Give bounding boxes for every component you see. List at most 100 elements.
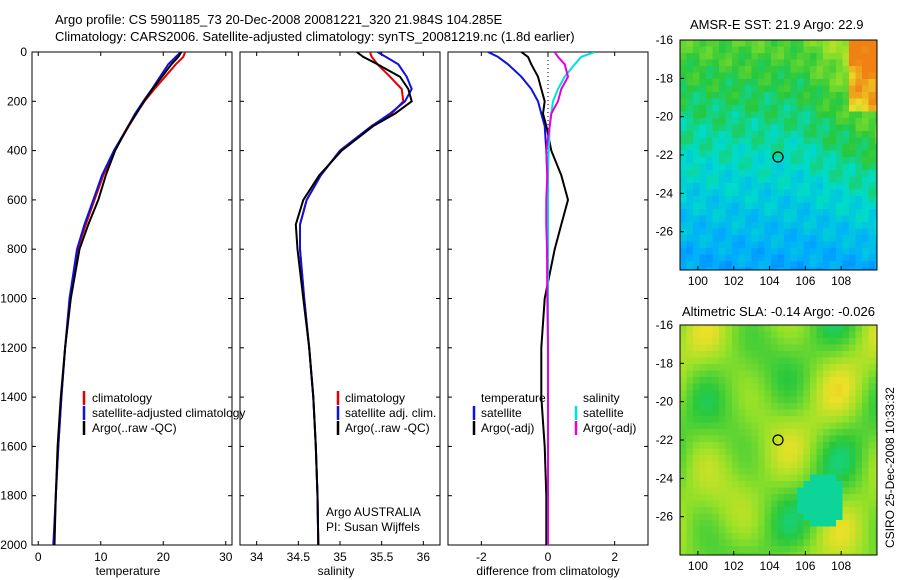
heatmap-cell — [758, 209, 765, 216]
heatmap-cell — [855, 46, 862, 53]
x-tick-label: 0 — [545, 550, 552, 564]
heatmap-cell — [680, 383, 687, 390]
heatmap-cell — [855, 455, 862, 462]
heatmap-cell — [706, 403, 713, 410]
heatmap-cell — [823, 461, 830, 468]
heatmap-cell — [771, 111, 778, 118]
heatmap-cell — [862, 357, 869, 364]
heatmap-cell — [862, 533, 869, 540]
heatmap-cell — [732, 422, 739, 429]
heatmap-cell — [771, 494, 778, 501]
heatmap-cell — [751, 474, 758, 481]
heatmap-cell — [725, 241, 732, 248]
argo-program-annotation: Argo AUSTRALIA — [326, 505, 421, 519]
heatmap-cell — [764, 539, 771, 546]
heatmap-cell — [842, 364, 849, 371]
heatmap-cell — [725, 267, 732, 270]
heatmap-cell — [758, 338, 765, 345]
heatmap-cell — [868, 46, 875, 53]
heatmap-cell — [738, 144, 745, 151]
heatmap-cell — [862, 481, 869, 488]
heatmap-cell — [706, 370, 713, 377]
heatmap-cell — [719, 196, 726, 203]
heatmap-cell — [810, 59, 817, 66]
heatmap-cell — [810, 416, 817, 423]
heatmap-cell — [751, 351, 758, 358]
heatmap-cell — [823, 344, 830, 351]
heatmap-cell — [816, 481, 823, 488]
heatmap-cell — [706, 85, 713, 92]
map-x-tick-label: 102 — [724, 274, 744, 288]
heatmap-cell — [686, 40, 693, 47]
heatmap-cell — [790, 520, 797, 527]
heatmap-cell — [790, 183, 797, 190]
heatmap-cell — [855, 331, 862, 338]
heatmap-cell — [706, 539, 713, 546]
heatmap-cell — [706, 487, 713, 494]
heatmap-cell — [855, 377, 862, 384]
heatmap-cell — [745, 344, 752, 351]
heatmap-cell — [875, 222, 877, 229]
heatmap-cell — [790, 209, 797, 216]
heatmap-cell — [803, 124, 810, 131]
heatmap-cell — [745, 364, 752, 371]
heatmap-cell — [875, 539, 877, 546]
heatmap-cell — [816, 150, 823, 157]
heatmap-cell — [855, 235, 862, 242]
heatmap-cell — [823, 92, 830, 99]
heatmap-cell — [797, 111, 804, 118]
heatmap-cell — [686, 183, 693, 190]
heatmap-cell — [751, 325, 758, 332]
heatmap-cell — [719, 85, 726, 92]
heatmap-cell — [784, 157, 791, 164]
heatmap-cell — [862, 364, 869, 371]
heatmap-cell — [829, 254, 836, 261]
heatmap-cell — [803, 118, 810, 125]
heatmap-cell — [758, 357, 765, 364]
heatmap-cell — [810, 338, 817, 345]
heatmap-cell — [686, 79, 693, 86]
difference-series-salinity-argo-adj — [545, 52, 570, 545]
heatmap-cell — [745, 455, 752, 462]
heatmap-cell — [771, 189, 778, 196]
heatmap-cell — [875, 183, 877, 190]
heatmap-cell — [816, 520, 823, 527]
heatmap-cell — [868, 552, 875, 555]
heatmap-cell — [725, 546, 732, 553]
heatmap-cell — [699, 429, 706, 436]
heatmap-cell — [732, 105, 739, 112]
heatmap-cell — [712, 533, 719, 540]
heatmap-cell — [751, 196, 758, 203]
heatmap-cell — [725, 520, 732, 527]
heatmap-cell — [842, 72, 849, 79]
heatmap-cell — [862, 468, 869, 475]
heatmap-cell — [803, 377, 810, 384]
heatmap-cell — [829, 539, 836, 546]
heatmap-cell — [862, 196, 869, 203]
heatmap-cell — [706, 325, 713, 332]
heatmap-cell — [836, 396, 843, 403]
heatmap-cell — [712, 53, 719, 60]
heatmap-cell — [777, 461, 784, 468]
heatmap-cell — [816, 546, 823, 553]
heatmap-cell — [719, 396, 726, 403]
heatmap-cell — [777, 357, 784, 364]
heatmap-cell — [777, 176, 784, 183]
heatmap-cell — [816, 118, 823, 125]
heatmap-cell — [771, 500, 778, 507]
heatmap-cell — [712, 267, 719, 270]
heatmap-cell — [758, 59, 765, 66]
heatmap-cell — [836, 539, 843, 546]
heatmap-cell — [771, 254, 778, 261]
heatmap-cell — [686, 196, 693, 203]
heatmap-cell — [745, 383, 752, 390]
heatmap-cell — [829, 344, 836, 351]
heatmap-cell — [875, 546, 877, 553]
heatmap-cell — [758, 487, 765, 494]
heatmap-cell — [706, 189, 713, 196]
heatmap-cell — [823, 396, 830, 403]
heatmap-cell — [842, 474, 849, 481]
heatmap-cell — [758, 267, 765, 270]
heatmap-cell — [862, 157, 869, 164]
heatmap-cell — [771, 351, 778, 358]
